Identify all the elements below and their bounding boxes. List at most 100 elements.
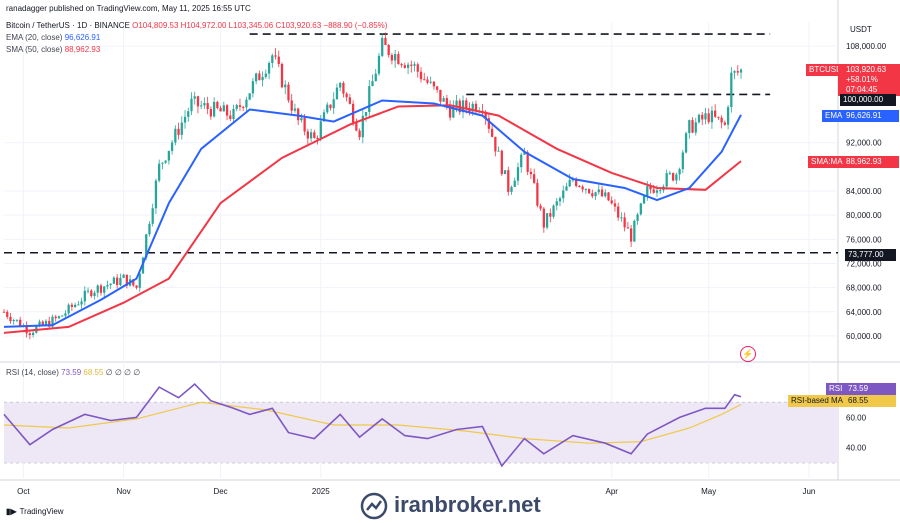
- candle-body: [714, 110, 717, 117]
- candle-body: [73, 304, 77, 307]
- candle-body: [103, 286, 106, 293]
- lightning-icon[interactable]: ⚡: [740, 346, 756, 362]
- time-tick-label: Dec: [213, 487, 227, 496]
- candle-body: [164, 160, 167, 163]
- candle-body: [636, 214, 639, 221]
- candle-body: [355, 122, 358, 131]
- tradingview-logo[interactable]: ▮▶ TradingView: [6, 507, 64, 516]
- price-tag-countdown: 07:04:45: [846, 85, 878, 94]
- candle-body: [255, 73, 258, 82]
- rsi-legend: RSI (14, close) 73.59 68.55 ∅ ∅ ∅ ∅: [6, 368, 140, 377]
- rsi-tag: RSI: [826, 383, 846, 395]
- candle-body: [290, 100, 293, 111]
- candle-body: [161, 162, 164, 164]
- candle-body: [384, 37, 387, 45]
- candle-body: [439, 89, 442, 102]
- price-tick-label: 68,000.00: [846, 284, 882, 293]
- candle-body: [490, 128, 494, 137]
- candle-body: [212, 101, 216, 117]
- candle-body: [148, 223, 151, 235]
- candle-body: [452, 105, 455, 118]
- candle-body: [232, 108, 235, 120]
- candle-body: [261, 76, 264, 81]
- candle-body: [25, 325, 28, 334]
- candle-body: [339, 83, 342, 88]
- candle-body: [322, 112, 326, 122]
- candle-body: [623, 217, 626, 228]
- candle-body: [135, 285, 138, 288]
- candle-body: [672, 173, 675, 181]
- candle-body: [387, 44, 390, 55]
- candle-body: [167, 150, 170, 161]
- horizontal-levels: [4, 33, 838, 254]
- watermark-icon: [360, 492, 388, 520]
- candle-body: [678, 169, 681, 175]
- candle-body: [374, 73, 377, 82]
- candle-body: [639, 203, 642, 215]
- candle-body: [109, 283, 112, 286]
- candle-body: [413, 64, 416, 66]
- candle-body: [723, 122, 726, 125]
- candle-body: [345, 93, 348, 98]
- candle-body: [132, 279, 135, 286]
- rsi-ma-tag: RSI-based MA: [788, 395, 847, 407]
- candle-body: [297, 108, 300, 121]
- sma-legend-label: SMA (50, close): [6, 45, 63, 54]
- candle-body: [474, 103, 478, 112]
- candle-body: [442, 98, 445, 102]
- candle-body: [591, 193, 594, 197]
- candle-body: [545, 213, 549, 228]
- candle-body: [646, 186, 649, 196]
- ema-tag-value: 96,626.91: [843, 110, 899, 122]
- candle-body: [300, 117, 303, 121]
- candle-body: [410, 64, 413, 66]
- candle-body: [235, 105, 238, 109]
- candle-body: [116, 277, 119, 286]
- candle-body: [358, 130, 361, 138]
- candle-body: [581, 186, 584, 190]
- candle-body: [604, 192, 607, 197]
- candle-body: [539, 205, 542, 209]
- candle-body: [258, 73, 261, 81]
- time-tick-label: Oct: [17, 487, 30, 496]
- candle-body: [733, 71, 736, 73]
- candle-body: [219, 108, 222, 112]
- candle-body: [190, 98, 193, 112]
- price-tick-label: 92,000.00: [846, 139, 882, 148]
- candle-body: [516, 167, 520, 181]
- candle-body: [649, 186, 652, 190]
- candle-body: [617, 206, 620, 218]
- candle-body: [48, 320, 51, 327]
- candle-body: [112, 277, 116, 284]
- rsi-ma-legend-value: 68.55: [83, 368, 104, 377]
- candle-body: [28, 333, 31, 335]
- candle-body: [287, 84, 290, 101]
- candle-body: [229, 115, 232, 120]
- candle-body: [216, 101, 219, 109]
- candle-body: [419, 71, 423, 80]
- rsi-tick-label: 40.00: [846, 444, 867, 453]
- candle-body: [620, 217, 623, 219]
- candle-body: [675, 174, 678, 181]
- candle-body: [293, 108, 297, 111]
- candle-body: [203, 103, 206, 106]
- candle-body: [597, 189, 600, 193]
- candle-body: [77, 304, 80, 306]
- candle-body: [497, 150, 500, 152]
- candle-body: [416, 64, 419, 72]
- candle-body: [154, 180, 158, 209]
- time-tick-label: May: [701, 487, 716, 496]
- support-tag: 73,777.00: [845, 249, 896, 261]
- time-tick-label: Nov: [116, 487, 130, 496]
- candle-body: [145, 234, 148, 258]
- candle-body: [432, 81, 436, 87]
- candle-body: [720, 117, 723, 123]
- candle-body: [500, 150, 503, 175]
- candle-body: [701, 114, 704, 120]
- candle-body: [681, 152, 684, 170]
- candle-body: [423, 79, 426, 81]
- candle-body: [688, 120, 691, 134]
- candle-body: [526, 152, 529, 172]
- candle-body: [245, 99, 248, 108]
- candle-body: [332, 99, 335, 109]
